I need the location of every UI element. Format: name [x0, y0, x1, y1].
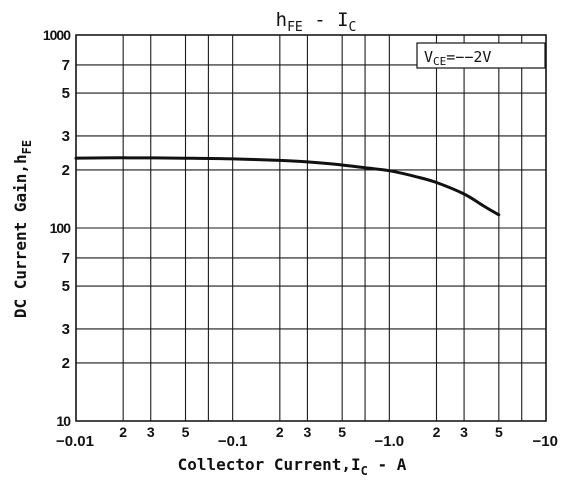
- chart-title: hFE - IC: [276, 9, 357, 35]
- y-tick-label: 100: [50, 220, 72, 236]
- x-tick-label: 2: [119, 424, 127, 440]
- annotation-rest: =−−2V: [446, 48, 491, 66]
- x-tick-label: 5: [182, 424, 190, 440]
- plot-frame: [75, 34, 547, 422]
- x-tick-label: 3: [147, 424, 155, 440]
- y-axis-label: DC Current Gain,hFE: [11, 140, 34, 318]
- x-axis-label-rest: - A: [368, 455, 407, 474]
- x-tick-label: −0.1: [218, 433, 248, 450]
- vce-annotation: VCE=−−2V: [424, 48, 491, 68]
- y-tick-label: 1000: [43, 27, 71, 43]
- y-axis-label-main: DC Current Gain,h: [11, 154, 30, 318]
- x-tick-label: 2: [433, 424, 441, 440]
- ticks-layer: −0.01 2 3 5 −0.1 2 3 5 −1.0 2 3 5 −10 10 2 3 5 7 100 2 3 5 7 10…: [43, 27, 558, 450]
- hfe-curve: [74, 156, 501, 217]
- y-tick-label: 2: [62, 355, 70, 372]
- y-tick-label: 5: [62, 278, 70, 295]
- y-tick-label: 7: [62, 250, 70, 267]
- y-tick-label: 10: [56, 413, 71, 429]
- x-axis-label-sub: C: [361, 464, 368, 478]
- chart-title-sub2: C: [349, 20, 357, 35]
- y-tick-label: 7: [62, 57, 70, 74]
- y-axis-label-sub: FE: [20, 140, 34, 154]
- x-tick-label: −0.01: [56, 433, 94, 450]
- y-tick-label: 3: [62, 321, 70, 338]
- x-tick-label: 5: [338, 424, 346, 440]
- annotation-box: [416, 42, 546, 69]
- series-layer: [74, 156, 501, 217]
- x-tick-label: 3: [304, 424, 312, 440]
- grid-layer: [75, 34, 547, 422]
- x-tick-label: −1.0: [375, 433, 405, 450]
- y-tick-label: 5: [62, 85, 70, 102]
- x-tick-label: 2: [276, 424, 284, 440]
- x-axis-label: Collector Current,IC - A: [178, 455, 407, 478]
- annotation-main: V: [424, 48, 433, 66]
- chart-title-main: h: [276, 9, 287, 31]
- chart-title-rest: - I: [303, 9, 349, 31]
- x-tick-label: 5: [495, 424, 503, 440]
- y-tick-label: 2: [62, 162, 70, 179]
- chart-title-sub: FE: [287, 20, 303, 35]
- x-axis-label-main: Collector Current,I: [178, 455, 361, 474]
- x-tick-label: −10: [533, 433, 558, 450]
- x-tick-label: 3: [460, 424, 468, 440]
- y-tick-label: 3: [62, 128, 70, 145]
- annotation-sub: CE: [433, 55, 446, 68]
